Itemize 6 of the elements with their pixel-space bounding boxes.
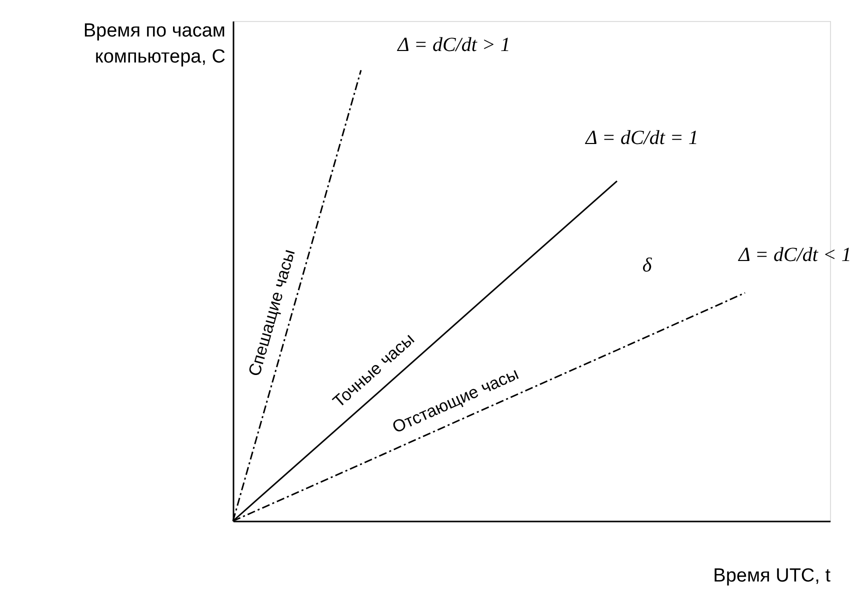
annotation: Δ = dC/dt < 1 <box>738 244 852 266</box>
annotation: δ <box>642 254 652 276</box>
y-axis-title: Время по часам компьютера, C <box>83 20 226 68</box>
annotation: Δ = dC/dt = 1 <box>584 127 698 150</box>
x-axis-title: Время UTC, t <box>713 566 832 586</box>
text: Δ = dC/dt > 1 <box>396 34 510 56</box>
